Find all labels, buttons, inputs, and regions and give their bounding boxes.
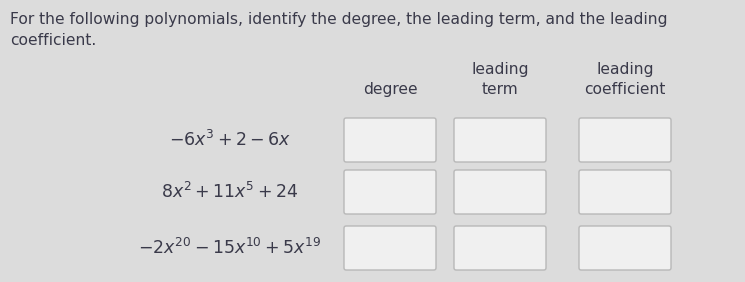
FancyBboxPatch shape bbox=[454, 226, 546, 270]
FancyBboxPatch shape bbox=[454, 118, 546, 162]
Text: $-6x^3+2-6x$: $-6x^3+2-6x$ bbox=[169, 130, 291, 150]
Text: $-2x^{20}-15x^{10}+5x^{19}$: $-2x^{20}-15x^{10}+5x^{19}$ bbox=[139, 238, 322, 258]
Text: coefficient.: coefficient. bbox=[10, 33, 96, 48]
FancyBboxPatch shape bbox=[579, 118, 671, 162]
Text: term: term bbox=[481, 82, 519, 97]
FancyBboxPatch shape bbox=[579, 226, 671, 270]
FancyBboxPatch shape bbox=[579, 170, 671, 214]
Text: $8x^2+11x^5+24$: $8x^2+11x^5+24$ bbox=[161, 182, 299, 202]
Text: leading: leading bbox=[596, 62, 654, 77]
Text: coefficient: coefficient bbox=[584, 82, 666, 97]
Text: leading: leading bbox=[472, 62, 529, 77]
Text: degree: degree bbox=[363, 82, 417, 97]
Text: For the following polynomials, identify the degree, the leading term, and the le: For the following polynomials, identify … bbox=[10, 12, 668, 27]
FancyBboxPatch shape bbox=[454, 170, 546, 214]
FancyBboxPatch shape bbox=[344, 118, 436, 162]
FancyBboxPatch shape bbox=[344, 170, 436, 214]
FancyBboxPatch shape bbox=[344, 226, 436, 270]
